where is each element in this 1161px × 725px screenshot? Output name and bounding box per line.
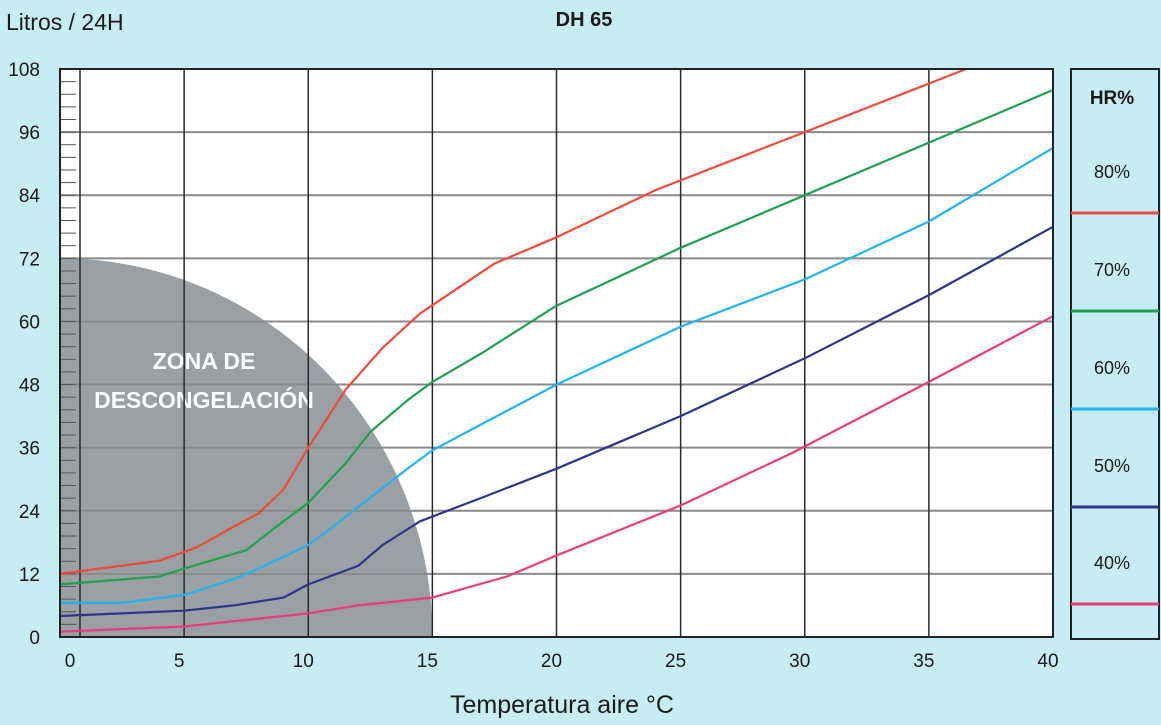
y-axis-label: Litros / 24H (6, 9, 124, 35)
y-tick-label: 0 (29, 628, 40, 649)
x-tick-label: 5 (174, 651, 185, 672)
legend-label-60: 60% (1094, 358, 1130, 378)
y-tick-label: 72 (19, 249, 40, 270)
y-minor-ticks (60, 81, 76, 638)
y-tick-labels: 0 12 24 36 48 60 72 84 96 108 (8, 60, 40, 649)
series-line-50 (59, 225, 1054, 618)
x-tick-label: 10 (293, 651, 314, 672)
series-line-80 (59, 67, 967, 575)
y-tick-label: 96 (19, 123, 40, 144)
plot-frame (59, 68, 1054, 638)
y-tick-label: 60 (19, 312, 40, 333)
legend-label-50: 50% (1094, 456, 1130, 476)
x-tick-label: 20 (541, 651, 562, 672)
x-tick-label: 15 (417, 651, 438, 672)
legend: HR% 80% 70% 60% 50% 40% (1070, 68, 1160, 640)
legend-label-70: 70% (1094, 260, 1130, 280)
x-tick-label: 25 (665, 651, 686, 672)
legend-label-80: 80% (1094, 162, 1130, 182)
series-lines (59, 67, 1054, 633)
series-line-40 (59, 315, 1054, 633)
x-tick-label: 0 (65, 651, 76, 672)
series-line-60 (60, 146, 1054, 604)
x-tick-label: 40 (1037, 651, 1058, 672)
defrost-zone-label-line2: DESCONGELACIÓN (94, 386, 314, 413)
defrost-zone-label-line1: ZONA DE (153, 348, 256, 374)
legend-box (1070, 68, 1160, 640)
legend-label-40: 40% (1094, 553, 1130, 573)
y-tick-label: 36 (19, 439, 40, 460)
legend-title: HR% (1090, 88, 1134, 109)
y-tick-label: 12 (19, 565, 40, 586)
y-tick-label: 24 (19, 502, 41, 523)
x-tick-label: 30 (789, 651, 810, 672)
x-axis-label: Temperatura aire °C (450, 691, 674, 719)
y-tick-label: 48 (19, 376, 40, 397)
y-tick-label: 84 (19, 186, 41, 207)
chart-title: DH 65 (556, 9, 613, 31)
x-tick-label: 35 (913, 651, 934, 672)
series-line-70 (59, 88, 1054, 586)
y-tick-label: 108 (8, 60, 40, 81)
x-tick-labels: 0 5 10 15 20 25 30 35 40 (65, 651, 1059, 672)
